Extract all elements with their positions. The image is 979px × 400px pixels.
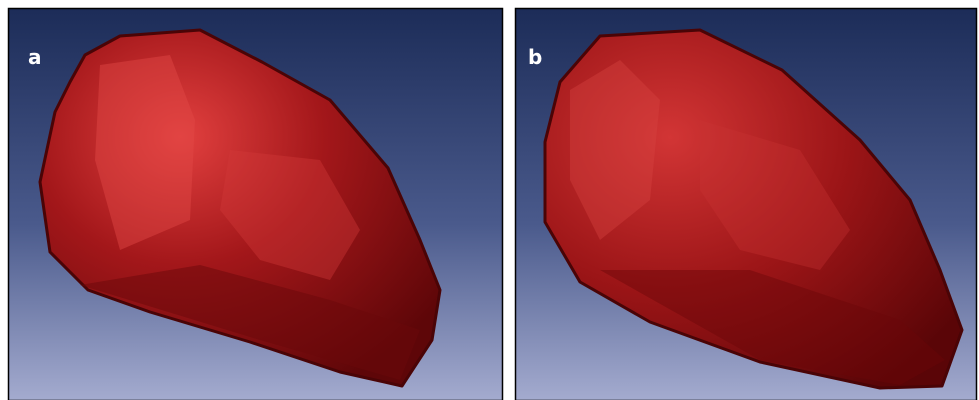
panel-a: a (9, 9, 503, 400)
page: a b (() => { const data = JSON.parse(doc… (0, 0, 979, 400)
panel-label: a (28, 45, 42, 69)
figure: a b (0, 0, 979, 400)
panel-b: b (516, 9, 977, 400)
panel-label: b (528, 45, 542, 69)
